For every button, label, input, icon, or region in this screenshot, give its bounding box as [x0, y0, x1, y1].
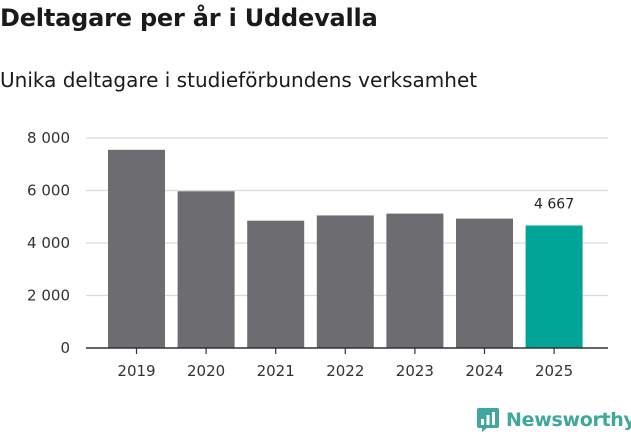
- bar-2023: [386, 213, 444, 348]
- bar-2025: [525, 225, 583, 348]
- bar-2024: [456, 218, 513, 348]
- chart-title: Deltagare per år i Uddevalla: [0, 4, 378, 32]
- bar-2021: [247, 220, 305, 348]
- x-tick-label: 2024: [465, 362, 503, 380]
- bar-layer: [108, 149, 583, 348]
- axis-layer: [86, 347, 608, 354]
- newsworthy-logo: Newsworthy: [476, 407, 631, 433]
- x-tick-label: 2023: [396, 362, 434, 380]
- bar-2020: [177, 191, 235, 348]
- y-tick-label: 8 000: [27, 129, 70, 147]
- y-tick-label: 0: [60, 339, 70, 357]
- x-tick-label: 2019: [117, 362, 155, 380]
- x-tick-label: 2025: [535, 362, 573, 380]
- bar-2022: [316, 215, 374, 348]
- x-tick-label: 2021: [257, 362, 295, 380]
- y-tick-label: 6 000: [27, 182, 70, 200]
- x-tick-label: 2022: [326, 362, 364, 380]
- newsworthy-logo-icon: [477, 408, 499, 432]
- y-tick-label: 2 000: [27, 287, 70, 305]
- chart-subtitle: Unika deltagare i studieförbundens verks…: [0, 68, 478, 92]
- y-tick-label: 4 000: [27, 234, 70, 252]
- label-layer: 0 2 000 4 000 6 000 8 000 2019 2020 2021 2022 202…: [27, 129, 574, 380]
- logo-text: Newsworthy: [506, 409, 631, 431]
- data-label: 4 667: [534, 196, 574, 212]
- x-tick-label: 2020: [187, 362, 225, 380]
- bar-2019: [108, 149, 165, 348]
